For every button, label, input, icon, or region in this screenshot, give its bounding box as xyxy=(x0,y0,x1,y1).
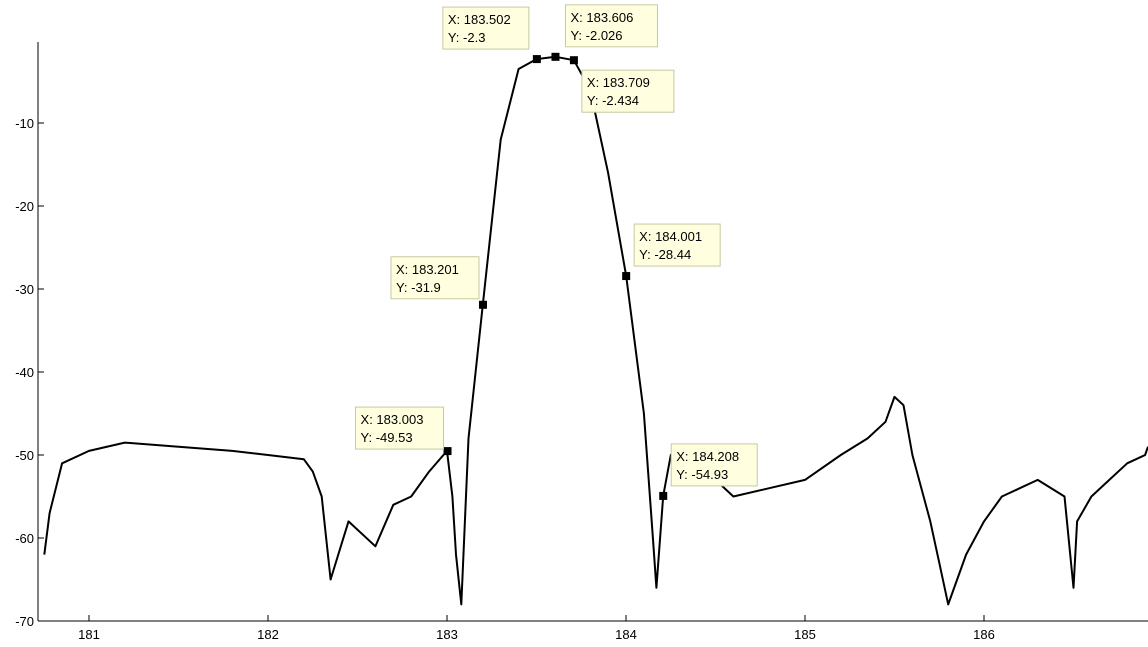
data-tip-y-label: Y: -2.434 xyxy=(587,93,639,108)
x-ticks: 181 182 183 184 185 186 xyxy=(78,615,995,642)
data-tip-marker xyxy=(443,447,452,456)
data-tip-marker xyxy=(569,56,578,65)
y-tick-label: -30 xyxy=(15,282,34,297)
data-tip-marker xyxy=(622,272,631,281)
data-tip-box xyxy=(390,256,480,300)
y-tick-label: -60 xyxy=(15,531,34,546)
y-tick-label: -40 xyxy=(15,365,34,380)
data-tip-box xyxy=(355,406,445,450)
y-tick-label: -20 xyxy=(15,199,34,214)
data-tip-y-label: Y: -28.44 xyxy=(639,247,691,262)
x-tick-label: 181 xyxy=(78,627,100,642)
data-tip-x-label: X: 183.502 xyxy=(448,12,511,27)
data-tip-y-label: Y: -2.3 xyxy=(448,30,486,45)
data-tip-box xyxy=(581,69,675,113)
x-tick-label: 185 xyxy=(794,627,816,642)
data-tip-y-label: Y: -49.53 xyxy=(361,430,413,445)
data-tip-x-label: X: 184.208 xyxy=(676,449,739,464)
data-tip-box xyxy=(670,443,758,487)
x-tick-label: 183 xyxy=(436,627,458,642)
x-tick-label: 182 xyxy=(257,627,279,642)
data-tip-x-label: X: 183.709 xyxy=(587,75,650,90)
data-tip-x-label: X: 183.201 xyxy=(396,262,459,277)
y-tick-label: -70 xyxy=(15,614,34,629)
data-tip-marker xyxy=(551,52,560,61)
data-tip-marker xyxy=(659,491,668,500)
data-tip: X: 183.201 Y: -31.9 xyxy=(390,256,480,300)
data-tip-marker xyxy=(478,300,487,309)
data-tip-x-label: X: 183.606 xyxy=(570,10,633,25)
data-tip-y-label: Y: -31.9 xyxy=(396,280,441,295)
data-tip-y-label: Y: -2.026 xyxy=(570,28,622,43)
data-tip-x-label: X: 184.001 xyxy=(639,229,702,244)
y-tick-label: -10 xyxy=(15,116,34,131)
data-tip: X: 183.003 Y: -49.53 xyxy=(355,406,445,450)
data-tip: X: 184.001 Y: -28.44 xyxy=(633,223,721,267)
data-tip-box xyxy=(564,4,658,48)
x-tick-label: 184 xyxy=(615,627,637,642)
series-line xyxy=(43,55,1148,606)
y-ticks: -70 -60 -50 -40 -30 -20 -10 xyxy=(15,116,44,629)
data-tip: X: 183.709 Y: -2.434 xyxy=(581,69,675,113)
y-tick-label: -50 xyxy=(15,448,34,463)
data-tip: X: 183.606 Y: -2.026 xyxy=(564,4,658,48)
data-tip-x-label: X: 183.003 xyxy=(361,412,424,427)
data-tip: X: 183.502 Y: -2.3 xyxy=(442,6,530,50)
data-tip-box xyxy=(633,223,721,267)
data-tip-marker xyxy=(532,55,541,64)
data-tip-y-label: Y: -54.93 xyxy=(676,467,728,482)
data-tip-markers xyxy=(443,52,668,500)
data-tip: X: 184.208 Y: -54.93 xyxy=(670,443,758,487)
data-tip-box xyxy=(442,6,530,50)
x-tick-label: 186 xyxy=(973,627,995,642)
